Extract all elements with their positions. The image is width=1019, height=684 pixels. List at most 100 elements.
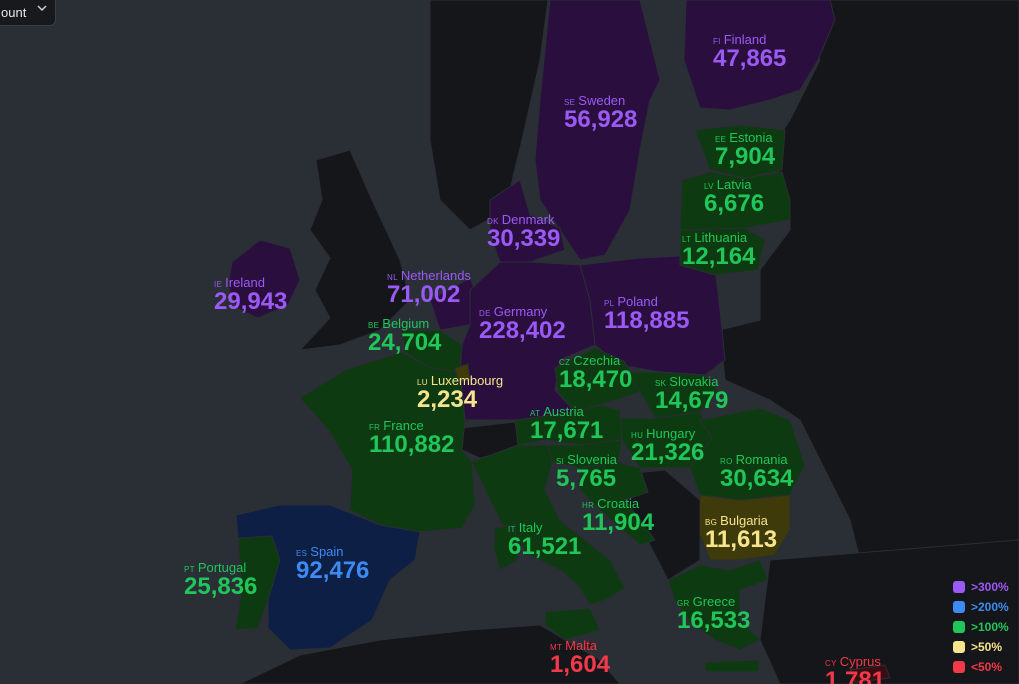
country-lithuania[interactable] [679,227,766,276]
country-code: FR [369,423,381,432]
country-spain[interactable] [235,504,421,651]
country-name: Austria [543,404,584,419]
country-denmark[interactable] [489,179,566,263]
legend-label: >50% [971,640,1003,654]
legend-swatch [953,621,965,633]
country-code: IE [214,280,223,289]
country-code: ES [296,549,308,558]
country-code: BG [705,518,718,527]
country-sicily[interactable] [544,607,601,641]
country-code: GR [677,599,690,608]
label-malta: MT Malta 1,604 [550,639,610,677]
metric-dropdown-label: ount [1,5,27,20]
country-value: 18,470 [559,366,633,393]
country-greece[interactable] [667,559,769,651]
country-code: CY [825,659,837,668]
country-value: 12,164 [682,243,756,270]
country-bulgaria[interactable] [699,494,791,561]
country-name: Finland [723,32,767,47]
country-name: Germany [493,304,548,319]
country-name: Romania [735,452,788,467]
country-italy[interactable] [471,444,626,606]
label-greece: GR Greece 16,533 [677,595,750,633]
country-name: Denmark [501,212,555,227]
country-code: BE [368,321,380,330]
country-name: Ireland [225,275,265,290]
legend-label: >300% [971,580,1009,594]
country-france[interactable] [299,351,476,533]
legend-item-lt50[interactable]: <50% [953,660,1019,680]
country-name: Slovenia [567,452,618,467]
legend-item-50[interactable]: >50% [953,640,1019,660]
country-name: Lithuania [694,230,748,245]
country-code: FI [713,37,721,46]
country-code: CZ [559,358,571,367]
legend-label: >200% [971,600,1009,614]
country-crete[interactable] [704,659,761,673]
country-luxembourg[interactable] [454,363,471,383]
country-name: Slovakia [669,374,719,389]
country-sweden[interactable] [534,0,661,261]
country-code: HU [631,431,644,440]
legend-swatch [953,641,965,653]
label-czechia: CZ Czechia 18,470 [559,354,632,392]
country-ireland[interactable] [227,239,301,319]
country-code: RO [720,457,733,466]
label-spain: ES Spain 92,476 [296,545,369,583]
country-value: 21,326 [631,439,705,466]
legend-item-200[interactable]: >200% [953,600,1019,620]
country-value: 7,904 [715,143,776,170]
land-north-africa [239,624,621,684]
country-name: Belgium [382,316,430,331]
legend: >300% >200% >100% >50% <50% [953,580,1019,680]
country-name: Croatia [597,496,640,511]
country-sardinia[interactable] [493,524,519,571]
country-name: Malta [565,638,597,653]
country-slovakia[interactable] [624,371,719,419]
country-value: 24,704 [368,329,442,356]
label-finland: FI Finland 47,865 [713,33,786,71]
legend-label: <50% [971,660,1003,674]
country-name: Poland [617,294,658,309]
country-code: PT [184,565,195,574]
country-value: 30,339 [487,225,561,252]
country-name: Czechia [573,353,621,368]
legend-item-100[interactable]: >100% [953,620,1019,640]
label-italy: IT Italy 61,521 [508,521,581,559]
country-name: Portugal [197,560,247,575]
country-cyprus[interactable] [849,664,891,683]
country-estonia[interactable] [694,124,786,179]
country-name: France [383,418,424,433]
label-austria: AT Austria 17,671 [530,405,603,443]
country-name: Spain [310,544,344,559]
country-code: DK [487,217,499,226]
country-malta[interactable] [584,641,593,649]
label-slovakia: SK Slovakia 14,679 [655,375,728,413]
label-luxembourg: LU Luxembourg 2,234 [417,374,503,412]
country-code: EE [715,135,727,144]
country-value: 17,671 [530,417,604,444]
country-czechia[interactable] [554,347,641,413]
country-value: 30,634 [720,465,794,492]
country-finland[interactable] [683,0,836,111]
metric-dropdown[interactable]: ount [0,0,56,26]
legend-swatch [953,581,965,593]
country-name: Hungary [646,426,696,441]
label-sweden: SE Sweden 56,928 [564,94,637,132]
legend-swatch [953,661,965,673]
country-value: 11,904 [582,509,655,536]
label-latvia: LV Latvia 6,676 [704,178,764,216]
country-value: 71,002 [387,281,461,308]
country-value: 47,865 [713,45,787,72]
country-value: 25,836 [184,573,258,600]
country-value: 1,781 [825,667,886,684]
country-value: 1,604 [550,651,611,678]
legend-item-300[interactable]: >300% [953,580,1019,600]
country-value: 118,885 [604,307,690,334]
label-romania: RO Romania 30,634 [720,453,793,491]
country-croatia[interactable] [579,461,656,546]
country-value: 16,533 [677,607,751,634]
label-hungary: HU Hungary 21,326 [631,427,704,465]
